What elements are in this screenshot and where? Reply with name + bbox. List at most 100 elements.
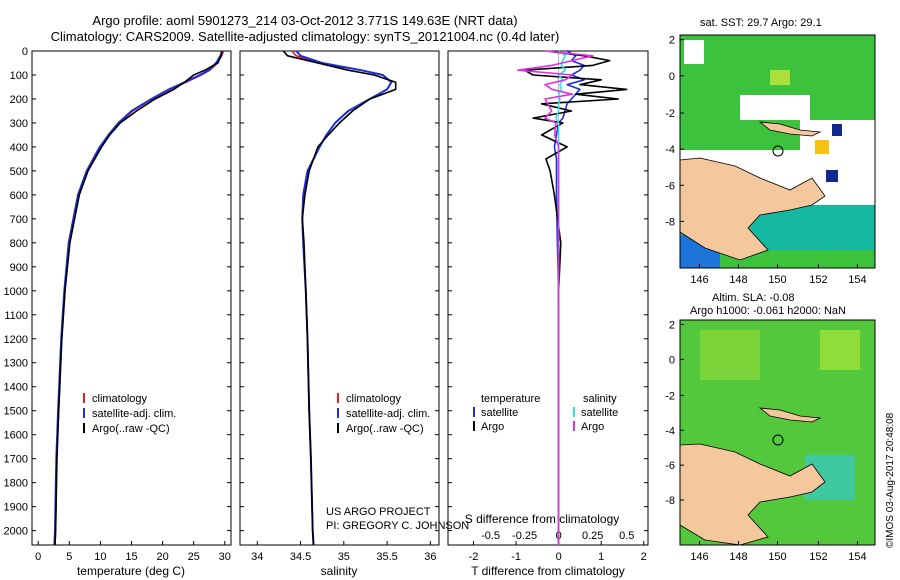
- map-y-tick-label: 0: [669, 71, 675, 83]
- sst-argo-location-marker: [772, 145, 784, 157]
- map-y-tick-label: -4: [665, 425, 675, 437]
- map-y-tick-label: -8: [665, 216, 675, 228]
- title-line-1: Argo profile: aoml 5901273_214 03-Oct-20…: [92, 13, 518, 28]
- s-tick-label: -0.5: [481, 530, 500, 542]
- series-line-s-argo: [516, 50, 594, 545]
- series-line-argo-raw-qc-: [54, 50, 223, 546]
- sla-map-title-1: Altim. SLA: -0.08: [712, 292, 795, 304]
- x-tick-label: 1: [598, 551, 604, 563]
- legend-label-climatology: climatology: [346, 393, 402, 405]
- difference-xlabel: T difference from climatology: [471, 564, 625, 578]
- y-tick-label: 1500: [4, 406, 28, 418]
- y-tick-label: 900: [10, 262, 28, 274]
- x-tick-label: 2: [641, 551, 647, 563]
- x-tick-label: 0: [556, 551, 562, 563]
- legend-label-t-satellite: satellite: [481, 407, 518, 419]
- series-line-argo-raw-qc-: [282, 50, 397, 546]
- sla-x-axis: 146 148 150 152 154: [690, 541, 867, 563]
- x-tick-label: 0: [35, 551, 41, 563]
- sst-land-new-britain: [758, 121, 822, 137]
- y-tick-label: 1700: [4, 454, 28, 466]
- map-x-tick-label: 154: [848, 274, 866, 286]
- sla-anomaly-patch: [820, 330, 860, 370]
- x-tick-label: 20: [156, 551, 168, 563]
- series-line-s-satellite: [555, 50, 567, 545]
- map-x-tick-label: 154: [848, 551, 866, 563]
- sst-map: 146 148 150 152 154 2 0 -2 -4 -6 -8: [665, 34, 876, 286]
- legend-label-s-argo: Argo: [581, 421, 604, 433]
- y-tick-label: 1900: [4, 502, 28, 514]
- x-tick-label: 10: [94, 551, 106, 563]
- sla-land-new-britain: [758, 407, 822, 423]
- series-line-climatology: [54, 50, 225, 546]
- y-tick-label: 500: [10, 166, 28, 178]
- legend-label-argo: Argo(..raw -QC): [92, 423, 170, 435]
- project-line-2: PI: GREGORY C. JOHNSON: [326, 520, 469, 532]
- y-tick-label: 1200: [4, 334, 28, 346]
- difference-top-xlabel: S difference from climatology: [465, 512, 620, 526]
- map-x-tick-label: 146: [690, 551, 708, 563]
- y-tick-label: 1300: [4, 358, 28, 370]
- series-line-satellite-adj-clim-: [53, 50, 224, 546]
- sla-y-axis: 2 0 -2 -4 -6 -8: [665, 320, 684, 507]
- map-x-tick-label: 152: [809, 551, 827, 563]
- map-x-tick-label: 150: [768, 274, 786, 286]
- sla-argo-location-marker: [772, 434, 784, 446]
- sst-cold-patch: [826, 170, 838, 182]
- x-tick-label: 35.5: [376, 551, 397, 563]
- salinity-plot: 34 34.5 35 35.5 36: [240, 50, 439, 563]
- x-tick-label: 36: [424, 551, 436, 563]
- project-line-1: US ARGO PROJECT: [326, 506, 431, 518]
- y-tick-label: 2000: [4, 526, 28, 538]
- s-tick-label: 0.25: [582, 530, 603, 542]
- map-y-tick-label: -2: [665, 390, 675, 402]
- x-tick-label: 25: [188, 551, 200, 563]
- difference-plot: -2 -1 0 1 2-0.5 -0.25 0 0.25 0.5: [448, 50, 648, 563]
- x-tick-label: 15: [125, 551, 137, 563]
- map-y-tick-label: -2: [665, 108, 675, 120]
- y-tick-label: 1800: [4, 478, 28, 490]
- sla-map: 146 148 150 152 154 2 0 -2 -4 -6 -8: [665, 319, 876, 563]
- sst-warm-patch: [815, 140, 829, 154]
- y-tick-label: 600: [10, 190, 28, 202]
- temperature-panel-frame: [31, 50, 232, 546]
- y-tick-label: 0: [22, 46, 28, 58]
- sla-map-title-2: Argo h1000: -0.061 h2000: NaN: [690, 305, 846, 317]
- sst-land-new-guinea: [680, 157, 826, 261]
- sst-y-axis: 2 0 -2 -4 -6 -8: [665, 35, 684, 228]
- legend-label-climatology: climatology: [92, 393, 148, 405]
- x-tick-label: 5: [66, 551, 72, 563]
- y-tick-label: 1000: [4, 286, 28, 298]
- y-tick-label: 100: [10, 70, 28, 82]
- y-tick-label: 1600: [4, 430, 28, 442]
- salinity-legend: climatology satellite-adj. clim. Argo(..…: [337, 393, 430, 435]
- difference-panel-frame: [447, 50, 649, 546]
- map-x-tick-label: 152: [809, 274, 827, 286]
- sla-land-new-guinea: [680, 443, 826, 545]
- temperature-xlabel: temperature (deg C): [77, 564, 185, 578]
- x-tick-label: -1: [511, 551, 521, 563]
- legend-title-salinity: salinity: [583, 393, 617, 405]
- map-y-tick-label: -6: [665, 460, 675, 472]
- sst-map-title: sat. SST: 29.7 Argo: 29.1: [700, 17, 822, 29]
- temperature-plot: 0100200300400500600700800900100011001200…: [4, 46, 231, 563]
- y-tick-label: 400: [10, 142, 28, 154]
- map-y-tick-label: 2: [669, 35, 675, 47]
- legend-label-argo: Argo(..raw -QC): [346, 423, 424, 435]
- map-y-tick-label: -6: [665, 180, 675, 192]
- map-x-tick-label: 148: [729, 274, 747, 286]
- temperature-legend: climatology satellite-adj. clim. Argo(..…: [83, 393, 176, 435]
- salinity-xlabel: salinity: [321, 564, 358, 578]
- sst-cloud-mask: [684, 40, 704, 64]
- title-line-2: Climatology: CARS2009. Satellite-adjuste…: [50, 29, 560, 44]
- legend-label-s-satellite: satellite: [581, 407, 618, 419]
- y-tick-label: 1400: [4, 382, 28, 394]
- s-tick-label: 0.5: [619, 530, 634, 542]
- sst-x-axis: 146 148 150 152 154: [690, 264, 867, 286]
- y-tick-label: 300: [10, 118, 28, 130]
- y-tick-label: 700: [10, 214, 28, 226]
- x-tick-label: 34: [251, 551, 263, 563]
- map-y-tick-label: 0: [669, 354, 675, 366]
- legend-title-temperature: temperature: [481, 393, 540, 405]
